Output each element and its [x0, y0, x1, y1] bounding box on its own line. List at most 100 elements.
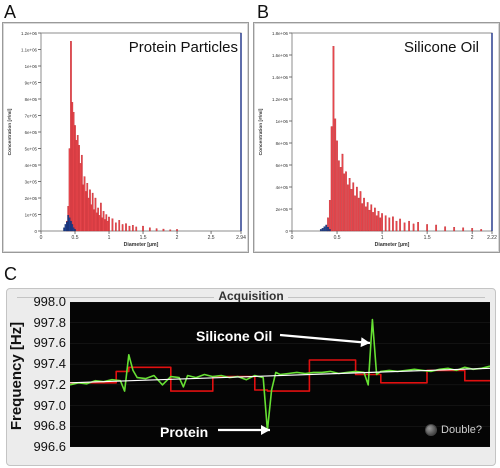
chart-a-bar-red	[89, 189, 91, 232]
chart-a-bar-red	[93, 209, 95, 232]
frequency-series-red	[70, 359, 490, 392]
chart-b-bar-red	[357, 197, 360, 232]
silicone-oil-arrow-shaft	[279, 333, 371, 345]
chart-a-bar-blue	[70, 220, 72, 232]
chart-a-xtick-label: 1.5	[140, 235, 147, 241]
chart-a-bar-red	[162, 228, 165, 232]
chart-b-bar-red	[355, 186, 358, 232]
chart-b-bar-blue	[327, 226, 329, 232]
chart-b-bar-red	[399, 218, 401, 232]
frequency-tick-label: 997.0	[33, 397, 66, 413]
chart-a-bar-red	[83, 176, 86, 232]
chart-a-xtick-label: 2.5	[208, 235, 215, 241]
chart-a-bar-blue	[74, 229, 76, 232]
chart-a-bar-red	[79, 163, 82, 232]
chart-b-ytick-label: 1.6e+06	[272, 53, 289, 58]
chart-b-bar-red	[341, 153, 344, 232]
chart-b-bar-red	[374, 207, 376, 232]
chart-a-ytick-label: 4e+05	[25, 163, 38, 168]
panel-label-b: B	[257, 2, 270, 22]
chart-b-bar-red	[352, 182, 355, 232]
chart-b-bar-red	[392, 216, 394, 232]
chart-a-bar-red	[95, 212, 98, 232]
chart-b-bar-red	[379, 217, 382, 232]
chart-a-bar-blue	[67, 215, 70, 232]
chart-a-bar-red	[118, 220, 121, 232]
chart-a-bar-red	[125, 223, 127, 232]
frequency-tick-label: 997.2	[33, 376, 66, 392]
chart-b-bar-red	[359, 191, 362, 232]
frequency-tick-label: 998.0	[33, 294, 66, 309]
chart-b-xtick-label: 1	[381, 235, 384, 241]
chart-a-ytick-label: 2e+05	[25, 196, 38, 201]
chart-b-bar-red	[330, 126, 333, 232]
chart-a-ytick-label: 1e+06	[25, 64, 38, 69]
chart-b-ytick-label: 4e+05	[276, 185, 289, 190]
chart-a-bar-red	[121, 224, 124, 232]
chart-b-frame: 0 2e+05 4e+05 6e+05 8e+05 1e+06 1.2e+06 1.4e+06…	[253, 22, 500, 253]
chart-b-bar-red	[354, 195, 356, 232]
chart-b-bar-red	[368, 209, 371, 232]
frequency-tick-label: 997.4	[33, 356, 66, 372]
chart-b-xtick-label: 1.5	[424, 235, 431, 241]
double-indicator[interactable]: Double?	[425, 424, 482, 436]
chart-a-bar-red	[176, 229, 178, 232]
chart-b-bar-red	[480, 229, 483, 232]
chart-a-bar-blue	[68, 217, 71, 232]
chart-a-bar-red	[111, 218, 114, 232]
chart-b-bar-blue	[321, 228, 324, 232]
chart-a-bar-red	[142, 225, 144, 232]
chart-a-ytick-label: 7e+05	[25, 114, 38, 119]
chart-a-ytick-label: 1.1e+06	[21, 48, 38, 53]
frequency-axis-label: Frequency [Hz]	[8, 321, 25, 431]
chart-b-bar-red	[328, 200, 331, 232]
chart-a-bar-blue	[71, 224, 74, 232]
chart-a-bar-red	[148, 227, 151, 232]
chart-b-bar-red	[403, 222, 406, 232]
chart-a-xtick-label: 2.94	[236, 235, 246, 241]
chart-b-bar-red	[363, 197, 365, 232]
double-radio-icon[interactable]	[425, 424, 438, 436]
frequency-plot	[69, 301, 491, 448]
chart-a-ytick-label: 6e+05	[25, 130, 38, 135]
double-label: Double?	[441, 424, 482, 436]
chart-a-bar-red	[91, 192, 94, 232]
chart-a-bar-red	[104, 219, 106, 232]
chart-b-bar-red	[471, 228, 474, 232]
chart-b-bar-red	[408, 220, 410, 232]
chart-b-bar-red	[453, 226, 456, 232]
chart-b-xtick-label: 2	[471, 235, 474, 241]
chart-a-bar-red	[94, 197, 97, 232]
frequency-tick-label: 997.6	[33, 335, 66, 351]
chart-b-bar-red	[348, 178, 351, 232]
panel-label-a: A	[4, 2, 17, 22]
chart-b-bar-red	[377, 211, 380, 232]
chart-a-bar-red	[76, 135, 79, 232]
frequency-tick-label: 996.8	[33, 418, 66, 434]
chart-b-xtick-label: 0	[291, 235, 294, 241]
chart-b-bar-red	[332, 46, 335, 232]
chart-b-bar-red	[412, 223, 415, 232]
chart-a-xtick-label: 0.5	[72, 235, 79, 241]
chart-a-ytick-label: 3e+05	[25, 180, 38, 185]
chart-a-bar-blue	[66, 221, 68, 232]
chart-b-ytick-label: 2e+05	[276, 207, 289, 212]
chart-a-ytick-label: 5e+05	[25, 147, 38, 152]
chart-b-ytick-label: 8e+05	[276, 141, 289, 146]
chart-b-bar-red	[375, 215, 378, 232]
chart-a-bar-red	[106, 220, 109, 232]
chart-a-svg: 0 1e+05 2e+05 3e+05 4e+05 5e+05 6e+05 7e+05 8e+0…	[7, 31, 246, 248]
chart-b-xlabel: Diameter [µm]	[375, 242, 410, 248]
chart-b-bar-red	[388, 217, 391, 232]
chart-a-bar-red	[82, 184, 85, 232]
chart-a-frame: 0 1e+05 2e+05 3e+05 4e+05 5e+05 6e+05 7e+05 8e+0…	[2, 22, 249, 253]
chart-a-bar-red	[105, 214, 108, 232]
chart-b-ytick-label: 1.4e+06	[272, 75, 289, 80]
chart-a-bar-red	[98, 215, 101, 232]
chart-b-bar-red	[370, 204, 373, 232]
chart-a-ytick-label: 0	[35, 229, 38, 234]
chart-a-bar-red	[97, 207, 99, 232]
chart-a-bar-red	[155, 228, 158, 232]
chart-a-bar-red	[86, 182, 89, 232]
chart-a-bar-red	[102, 211, 105, 232]
